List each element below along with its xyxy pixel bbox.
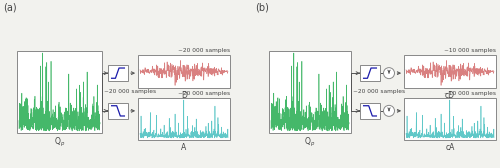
- Text: ~20 000 samples: ~20 000 samples: [104, 90, 156, 94]
- Bar: [138, 98, 230, 140]
- Text: ~20 000 samples: ~20 000 samples: [178, 91, 230, 96]
- Text: Q$_p$: Q$_p$: [304, 136, 316, 149]
- Bar: [360, 103, 380, 119]
- Circle shape: [384, 68, 394, 79]
- Text: (a): (a): [3, 3, 16, 13]
- Bar: [138, 55, 230, 88]
- Text: A: A: [182, 143, 186, 152]
- Text: cA: cA: [446, 143, 454, 152]
- Text: ~20 000 samples: ~20 000 samples: [178, 48, 230, 53]
- Text: cD: cD: [445, 91, 455, 100]
- Text: Q$_p$: Q$_p$: [54, 136, 65, 149]
- Circle shape: [384, 105, 394, 116]
- Text: ~20 000 samples: ~20 000 samples: [353, 90, 405, 94]
- Bar: [404, 55, 496, 88]
- Text: ~10 000 samples: ~10 000 samples: [444, 91, 496, 96]
- Bar: [360, 65, 380, 81]
- Text: D: D: [181, 91, 187, 100]
- Bar: [404, 98, 496, 140]
- Bar: [17, 51, 102, 133]
- Text: ~10 000 samples: ~10 000 samples: [444, 48, 496, 53]
- Text: (b): (b): [255, 3, 269, 13]
- Bar: [108, 103, 128, 119]
- Bar: [269, 51, 351, 133]
- Bar: [108, 65, 128, 81]
